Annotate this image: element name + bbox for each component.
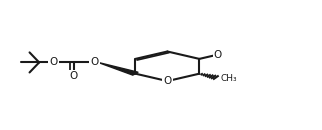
Text: O: O bbox=[90, 57, 99, 67]
Text: CH₃: CH₃ bbox=[220, 74, 237, 83]
Text: O: O bbox=[214, 50, 222, 60]
Text: O: O bbox=[70, 71, 78, 81]
Text: O: O bbox=[163, 76, 172, 86]
Polygon shape bbox=[98, 62, 138, 75]
Text: O: O bbox=[50, 57, 58, 67]
